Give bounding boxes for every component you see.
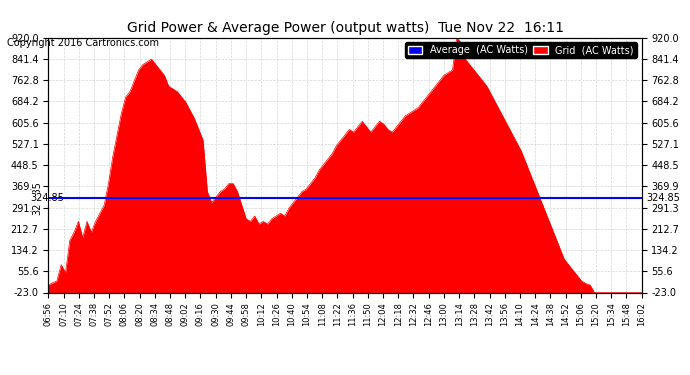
Text: Copyright 2016 Cartronics.com: Copyright 2016 Cartronics.com bbox=[7, 38, 159, 48]
Text: 324.85: 324.85 bbox=[32, 182, 42, 215]
Legend: Average  (AC Watts), Grid  (AC Watts): Average (AC Watts), Grid (AC Watts) bbox=[405, 42, 637, 58]
Text: 324.85: 324.85 bbox=[647, 194, 680, 203]
Text: 324.85: 324.85 bbox=[30, 194, 64, 203]
Title: Grid Power & Average Power (output watts)  Tue Nov 22  16:11: Grid Power & Average Power (output watts… bbox=[126, 21, 564, 35]
